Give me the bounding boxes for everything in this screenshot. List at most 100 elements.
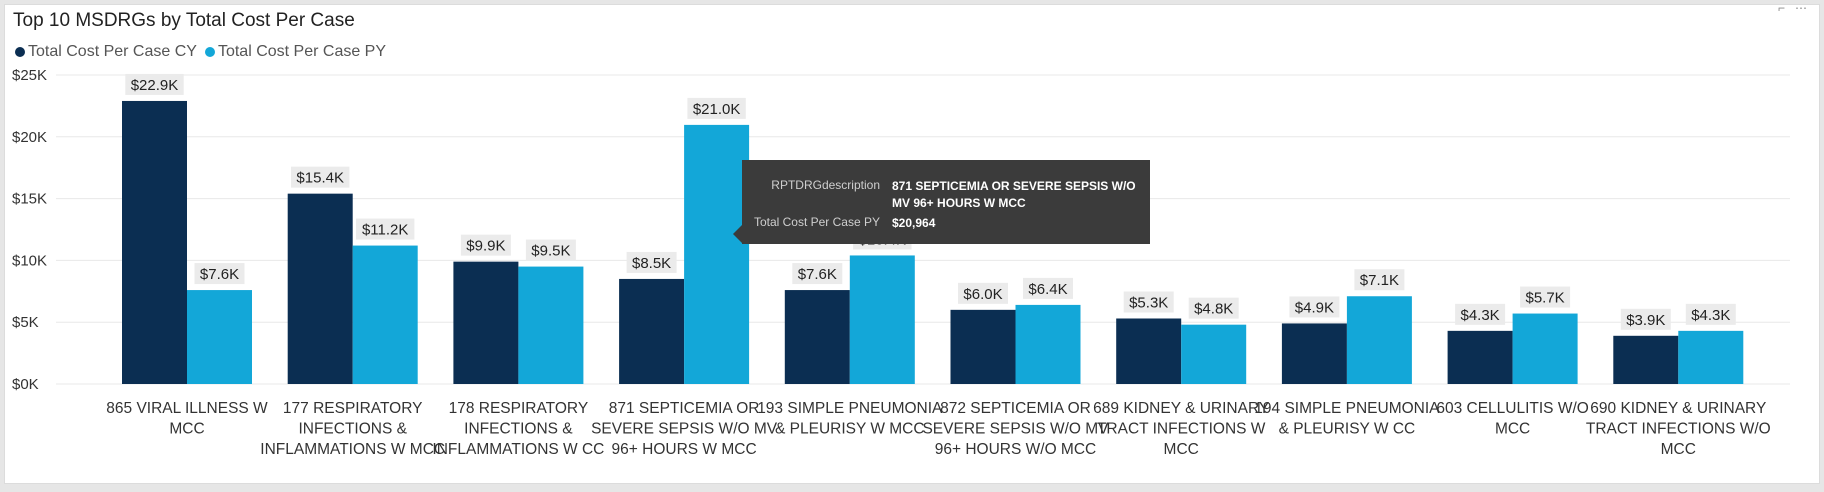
x-tick-label: INFLAMMATIONS W CC xyxy=(432,441,604,458)
x-tick-label: TRACT INFECTIONS W xyxy=(1097,421,1266,438)
bar[interactable] xyxy=(187,290,252,384)
bar[interactable] xyxy=(849,255,915,384)
focus-mode-icon[interactable]: ⌐ xyxy=(1777,1,1785,15)
x-tick-label: INFECTIONS & xyxy=(298,421,407,438)
x-tick-label: 865 VIRAL ILLNESS W xyxy=(106,400,268,417)
x-tick-label: 194 SIMPLE PNEUMONIA xyxy=(1254,400,1440,417)
tooltip-value: $20,964 xyxy=(892,216,936,230)
data-label: $11.2K xyxy=(362,222,408,239)
x-tick-label: 689 KIDNEY & URINARY xyxy=(1093,400,1269,417)
data-label-bg xyxy=(1520,286,1571,308)
x-tick-label: MCC xyxy=(1661,441,1696,458)
data-label-bg xyxy=(460,234,511,256)
legend-label-py: Total Cost Per Case PY xyxy=(217,43,387,60)
legend-label-cy: Total Cost Per Case CY xyxy=(28,43,197,60)
data-label-bg xyxy=(1123,291,1174,313)
data-label: $21.0K xyxy=(693,101,741,118)
data-label-bg xyxy=(1455,303,1506,325)
data-label: $9.9K xyxy=(466,238,505,255)
y-tick-label: $20K xyxy=(12,129,47,146)
x-tick-label: & PLEURISY W MCC xyxy=(775,421,925,438)
bar[interactable] xyxy=(1678,330,1744,384)
legend-dot-cy xyxy=(15,47,25,57)
x-tick-label: INFECTIONS & xyxy=(464,421,573,438)
y-tick-label: $25K xyxy=(12,67,47,84)
tooltip-row: RPTDRGdescription 871 SEPTICEMIA OR SEVE… xyxy=(742,178,1140,212)
x-tick-label: 872 SEPTICEMIA OR xyxy=(940,400,1091,417)
data-label-bg xyxy=(194,263,245,285)
x-tick-label: INFLAMMATIONS W MCC xyxy=(260,441,445,458)
tooltip-row: Total Cost Per Case PY $20,964 xyxy=(742,215,1140,232)
data-label: $7.6K xyxy=(200,266,239,283)
data-label-bg xyxy=(1188,297,1239,319)
x-tick-label: 193 SIMPLE PNEUMONIA xyxy=(757,400,943,417)
x-tick-label: TRACT INFECTIONS W/O xyxy=(1586,421,1771,438)
bar[interactable] xyxy=(1015,304,1081,384)
data-label: $15.4K xyxy=(296,170,344,187)
x-tick-label: MCC xyxy=(1164,441,1199,458)
legend: Total Cost Per Case CY Total Cost Per Ca… xyxy=(15,43,394,61)
bar[interactable] xyxy=(453,261,519,384)
x-tick-label: 177 RESPIRATORY xyxy=(283,400,423,417)
data-label-bg xyxy=(958,282,1008,304)
data-label: $7.1K xyxy=(1360,272,1399,289)
data-label-bg xyxy=(687,97,746,119)
x-tick-label: & PLEURISY W CC xyxy=(1279,421,1416,438)
y-tick-label: $0K xyxy=(12,376,39,393)
more-options-icon[interactable]: ⋯ xyxy=(1795,1,1807,15)
data-label-bg xyxy=(1354,269,1405,291)
data-label-bg xyxy=(525,239,576,261)
bar[interactable] xyxy=(1116,318,1182,384)
data-label-bg xyxy=(291,166,350,188)
data-label: $22.9K xyxy=(131,77,179,94)
x-tick-label: 603 CELLULITIS W/O xyxy=(1436,400,1588,417)
bar[interactable] xyxy=(684,124,750,385)
y-tick-label: $15K xyxy=(12,191,47,208)
data-label: $8.5K xyxy=(632,255,671,272)
x-tick-label: 871 SEPTICEMIA OR xyxy=(609,400,760,417)
legend-item-cy[interactable]: Total Cost Per Case CY xyxy=(15,43,197,61)
tooltip-value: 871 SEPTICEMIA OR SEVERE SEPSIS W/O MV 9… xyxy=(892,179,1136,210)
data-label-bg xyxy=(792,263,843,285)
data-label: $5.7K xyxy=(1525,290,1564,307)
bar[interactable] xyxy=(619,278,685,384)
x-tick-label: 178 RESPIRATORY xyxy=(449,400,589,417)
data-label-bg xyxy=(1023,277,1073,299)
bar[interactable] xyxy=(1447,330,1513,384)
bar[interactable] xyxy=(1512,313,1578,384)
y-tick-label: $10K xyxy=(12,252,47,269)
bar[interactable] xyxy=(1181,324,1247,384)
data-label-bg xyxy=(1289,296,1340,318)
bar[interactable] xyxy=(1281,323,1347,384)
legend-item-py[interactable]: Total Cost Per Case PY xyxy=(204,43,387,61)
tooltip-key: Total Cost Per Case PY xyxy=(753,215,880,229)
bar[interactable] xyxy=(1613,335,1679,384)
data-label: $4.3K xyxy=(1691,307,1730,324)
legend-dot-py xyxy=(204,47,215,57)
chart-title: Top 10 MSDRGs by Total Cost Per Case xyxy=(13,10,355,31)
data-label: $4.9K xyxy=(1295,299,1334,316)
data-label-bg xyxy=(356,218,415,240)
data-label: $3.9K xyxy=(1626,312,1665,329)
bar[interactable] xyxy=(287,193,353,384)
bar[interactable] xyxy=(122,100,187,385)
x-tick-label: MCC xyxy=(1495,421,1530,438)
tooltip-key: RPTDRGdescription xyxy=(771,178,880,192)
data-label: $5.3K xyxy=(1129,294,1168,311)
bar[interactable] xyxy=(950,309,1016,384)
x-tick-label: SEVERE SEPSIS W/O MV xyxy=(922,421,1109,438)
tooltip: RPTDRGdescription 871 SEPTICEMIA OR SEVE… xyxy=(733,160,1150,244)
data-label: $4.3K xyxy=(1460,307,1499,324)
x-tick-label: SEVERE SEPSIS W/O MV xyxy=(591,421,778,438)
y-tick-label: $5K xyxy=(12,314,39,331)
data-label: $9.5K xyxy=(531,243,570,260)
bar[interactable] xyxy=(518,266,584,384)
data-label: $7.6K xyxy=(798,266,837,283)
visual-header-icons: ⌐ ⋯ xyxy=(1778,1,1807,15)
x-tick-label: 96+ HOURS W/O MCC xyxy=(935,441,1096,458)
bar[interactable] xyxy=(352,245,418,384)
bar[interactable] xyxy=(1346,296,1412,384)
bar[interactable] xyxy=(784,290,850,384)
data-label-bg xyxy=(125,73,184,95)
